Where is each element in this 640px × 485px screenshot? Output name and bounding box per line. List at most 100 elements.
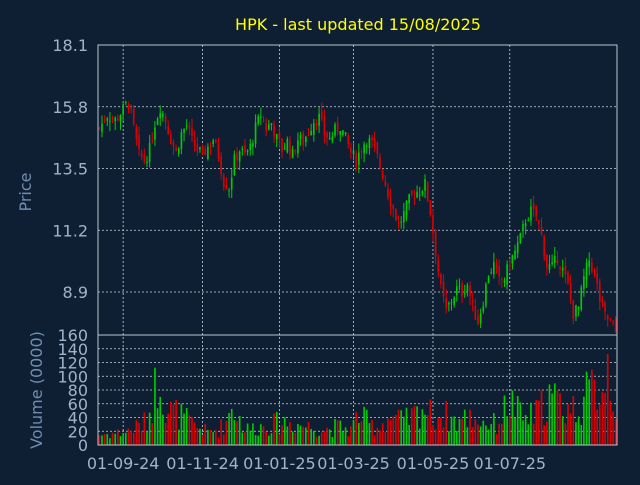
volume-bar — [169, 401, 172, 445]
volume-bar — [289, 422, 291, 445]
candle-body — [230, 177, 233, 190]
volume-bar — [230, 408, 233, 445]
chart-title: HPK - last updated 15/08/2025 — [235, 15, 481, 34]
volume-bar — [233, 420, 236, 445]
candle-body — [453, 297, 455, 305]
volume-bar — [614, 418, 617, 445]
volume-bar — [291, 431, 294, 445]
volume-bar — [551, 393, 553, 445]
volume-bar — [167, 413, 169, 445]
candle-body — [267, 124, 270, 130]
volume-bar — [111, 432, 114, 445]
volume-bar — [442, 427, 445, 445]
candle-body — [527, 220, 530, 222]
candle-body — [410, 190, 413, 195]
candle-body — [379, 156, 381, 168]
volume-bar — [302, 426, 305, 445]
candle-body — [291, 149, 294, 158]
candle-body — [217, 142, 220, 159]
volume-bar — [583, 396, 585, 445]
candle-body — [548, 264, 551, 270]
candle-body — [228, 190, 230, 192]
volume-bar — [485, 425, 487, 445]
candle-body — [553, 255, 556, 263]
volume-bar — [249, 430, 252, 445]
volume-bar — [148, 412, 151, 445]
date-tick-label: 01-09-24 — [87, 454, 160, 473]
volume-bar — [524, 415, 527, 445]
volume-bar — [418, 428, 421, 445]
volume-bar — [612, 411, 614, 445]
candle-body — [183, 129, 185, 133]
candle-body — [191, 128, 193, 137]
candle-body — [323, 116, 326, 136]
candle-body — [199, 147, 201, 150]
candle-body — [201, 145, 204, 149]
candle-body — [532, 203, 535, 210]
volume-bar — [490, 423, 493, 445]
volume-bar — [326, 427, 328, 445]
volume-bar — [252, 423, 254, 445]
volume-bar — [265, 431, 267, 445]
price-tick-label: 18.1 — [52, 36, 88, 55]
volume-bar — [135, 420, 138, 445]
candle-body — [601, 299, 604, 303]
date-tick-label: 01-01-25 — [243, 454, 316, 473]
volume-bar — [328, 429, 331, 445]
volume-bar — [598, 404, 601, 445]
volume-bar — [426, 415, 429, 445]
volume-bar — [299, 425, 302, 445]
candle-body — [458, 285, 461, 287]
candle-body — [538, 220, 540, 225]
volume-bar — [477, 424, 479, 445]
candle-body — [540, 226, 543, 234]
volume-bar — [400, 410, 403, 445]
volume-bar — [514, 417, 516, 445]
candle-body — [585, 263, 588, 280]
volume-bar — [109, 438, 111, 445]
volume-bar — [162, 414, 164, 445]
candle-body — [162, 113, 164, 117]
candle-body — [596, 273, 598, 284]
volume-bar — [593, 379, 596, 445]
candle-body — [167, 126, 169, 135]
candle-body — [328, 137, 331, 140]
volume-bar — [453, 416, 455, 445]
candle-body — [124, 101, 127, 104]
candle-body — [466, 285, 469, 293]
volume-bar — [114, 433, 117, 445]
candle-body — [416, 191, 418, 198]
candle-body — [564, 265, 567, 275]
volume-bar — [360, 421, 363, 445]
volume-bar — [379, 430, 381, 445]
volume-bar — [493, 413, 495, 445]
volume-bar — [408, 424, 410, 445]
volume-bar — [588, 379, 591, 445]
candle-body — [257, 116, 260, 124]
volume-bar — [101, 435, 103, 445]
volume-bar — [474, 419, 477, 445]
candle-body — [463, 293, 466, 295]
candle-body — [283, 148, 286, 150]
candle-body — [588, 260, 591, 267]
volume-bar — [275, 411, 278, 445]
volume-bar — [604, 392, 606, 445]
volume-bar — [368, 423, 371, 445]
volume-bar — [585, 371, 588, 445]
candle-body — [448, 303, 450, 305]
candle-body — [593, 270, 596, 272]
candle-body — [320, 111, 323, 120]
volume-bar — [458, 419, 461, 445]
candle-body — [508, 264, 511, 268]
candle-body — [440, 274, 442, 284]
candle-body — [294, 150, 297, 152]
volume-bar — [193, 422, 196, 445]
volume-bar — [336, 420, 339, 445]
volume-bar — [347, 435, 350, 445]
candle-body — [175, 148, 177, 151]
volume-bar — [225, 420, 228, 445]
volume-bar — [511, 390, 514, 445]
volume-bar — [350, 426, 352, 445]
volume-bar — [569, 413, 572, 445]
